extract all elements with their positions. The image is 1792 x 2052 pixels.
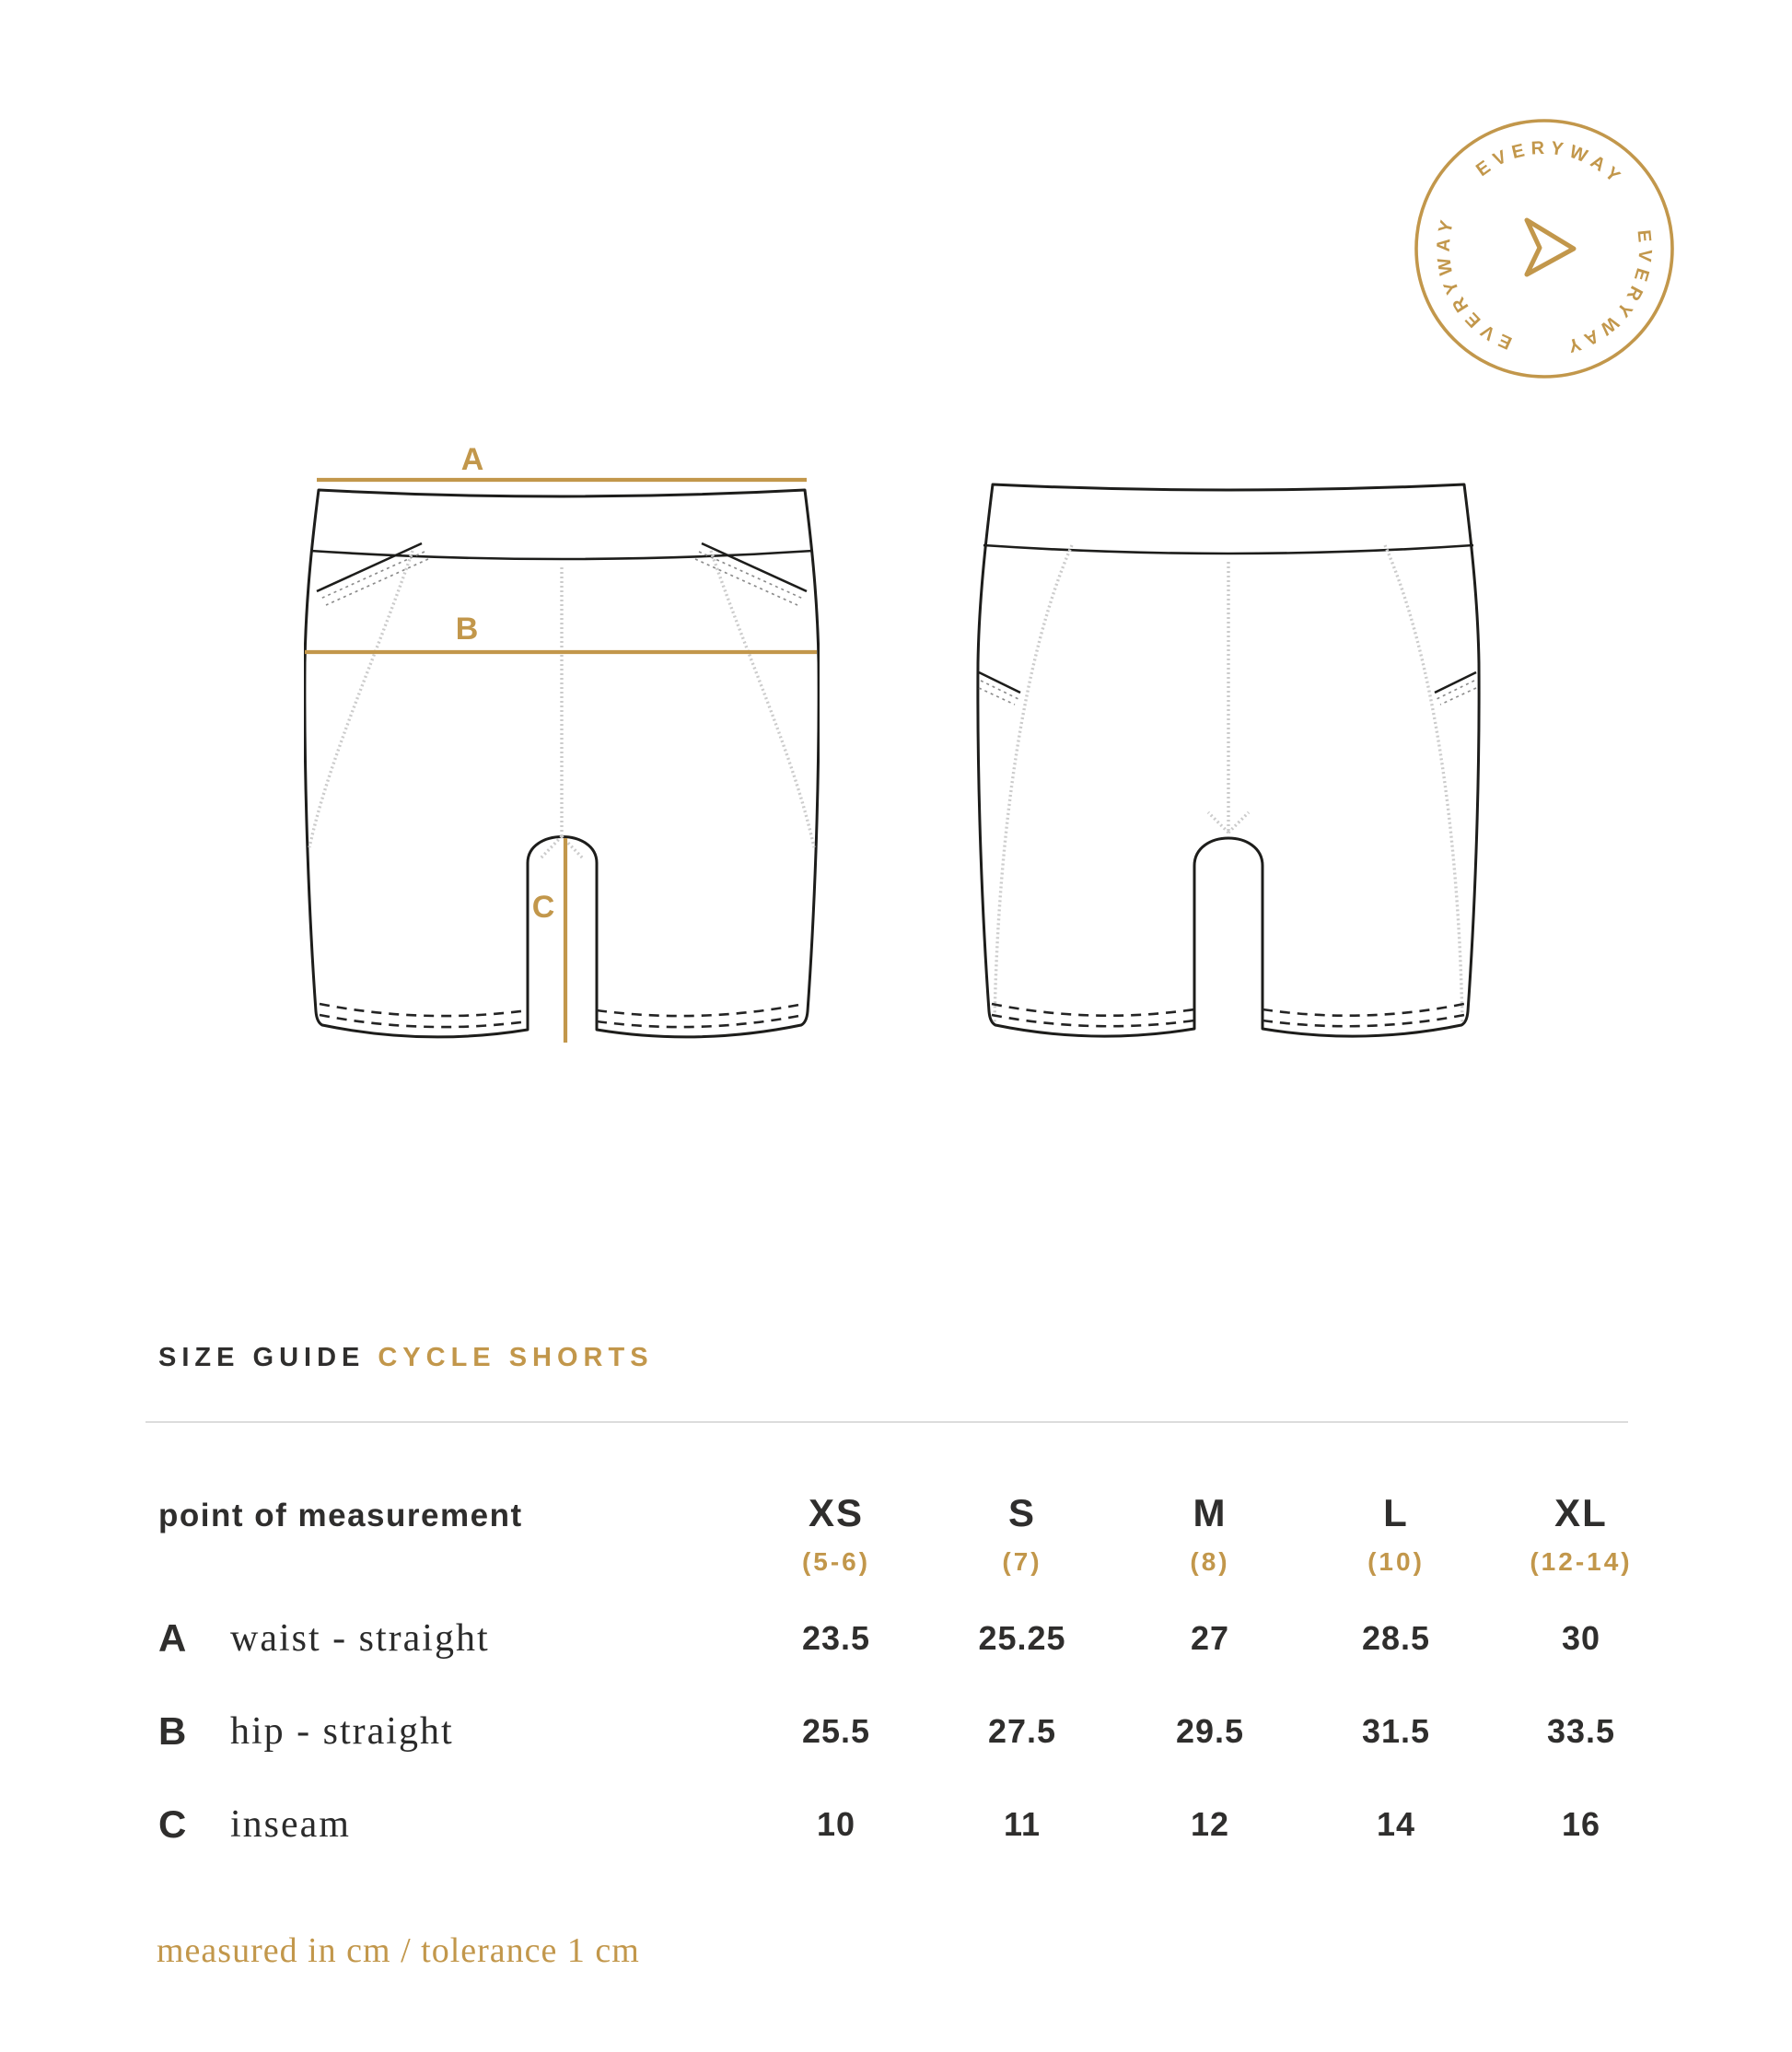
back-crotch-stitch: [1206, 810, 1251, 834]
row-label: waist - straight: [230, 1617, 490, 1660]
back-right-princess-seam: [1383, 544, 1464, 1023]
footer-note: measured in cm / tolerance 1 cm: [157, 1931, 640, 1970]
back-right-pocket-stitch: [1436, 680, 1477, 705]
size-label: S: [1007, 1491, 1036, 1534]
page-title-product: CYCLE SHORTS: [378, 1343, 654, 1372]
brand-badge: EVERYWAY EVERYWAY EVERYWAY: [1412, 116, 1677, 379]
cell-waist-xl: 30: [1561, 1619, 1601, 1657]
front-right-pocket-line: [701, 542, 808, 593]
size-range: (7): [1002, 1547, 1042, 1576]
cell-waist-xs: 23.5: [801, 1619, 871, 1657]
cell-hip-s: 27.5: [987, 1712, 1057, 1750]
cell-inseam-xs: 10: [816, 1805, 856, 1843]
row-label: inseam: [230, 1803, 351, 1846]
measure-label-a: A: [461, 442, 484, 477]
row-key: A: [158, 1616, 187, 1660]
front-right-side-seam: [709, 550, 816, 848]
table-row-hip: B hip - straight: [158, 1708, 454, 1755]
back-left-pocket-stitch: [978, 680, 1019, 705]
back-left-pocket-line: [978, 670, 1021, 694]
cell-inseam-s: 11: [1003, 1805, 1041, 1843]
cell-hip-xl: 33.5: [1546, 1712, 1616, 1750]
cell-waist-s: 25.25: [978, 1619, 1066, 1657]
badge-circular-text: EVERYWAY EVERYWAY EVERYWAY: [1412, 116, 1677, 368]
size-label: XS: [808, 1491, 865, 1534]
size-label: M: [1193, 1491, 1228, 1534]
size-column-s: S (7): [939, 1492, 1105, 1577]
front-silhouette: [304, 488, 820, 1039]
row-key: C: [158, 1802, 187, 1846]
cell-waist-l: 28.5: [1361, 1619, 1431, 1657]
size-range: (8): [1190, 1547, 1230, 1576]
size-label: XL: [1554, 1491, 1608, 1534]
size-range: (5-6): [801, 1547, 871, 1576]
size-column-xs: XS (5-6): [753, 1492, 919, 1577]
measure-label-b: B: [456, 612, 479, 647]
row-label: hip - straight: [230, 1710, 454, 1753]
front-left-pocket-line: [316, 542, 423, 593]
back-waistband-seam: [983, 543, 1474, 555]
cell-hip-l: 31.5: [1361, 1712, 1431, 1750]
cell-inseam-xl: 16: [1561, 1805, 1601, 1843]
size-label: L: [1383, 1491, 1409, 1534]
svg-text:EVERYWAY: EVERYWAY: [1412, 205, 1546, 362]
size-range: (10): [1367, 1547, 1425, 1576]
front-waistband-seam: [309, 549, 814, 561]
cell-inseam-l: 14: [1376, 1805, 1416, 1843]
cell-hip-m: 29.5: [1175, 1712, 1245, 1750]
cell-waist-m: 27: [1190, 1619, 1230, 1657]
table-header-label: point of measurement: [158, 1498, 523, 1533]
page-title-size-guide: SIZE GUIDE: [158, 1343, 366, 1372]
back-left-princess-seam: [993, 544, 1074, 1023]
size-column-m: M (8): [1127, 1492, 1293, 1577]
shorts-back-diagram: [976, 483, 1481, 1038]
size-column-xl: XL (12-14): [1498, 1492, 1664, 1577]
divider-rule: [145, 1421, 1628, 1423]
badge-ring: [1414, 119, 1674, 379]
size-range: (12-14): [1530, 1547, 1633, 1576]
svg-text:EVERYWAY: EVERYWAY: [1532, 220, 1677, 368]
arrow-right-icon: [1524, 217, 1577, 277]
page-title: SIZE GUIDE CYCLE SHORTS: [158, 1343, 654, 1373]
cell-hip-xs: 25.5: [801, 1712, 871, 1750]
measure-label-c: C: [532, 890, 555, 925]
shorts-front-diagram: A B C: [304, 442, 820, 1043]
row-key: B: [158, 1709, 187, 1753]
cell-inseam-m: 12: [1190, 1805, 1230, 1843]
table-row-waist: A waist - straight: [158, 1615, 490, 1662]
size-column-l: L (10): [1313, 1492, 1479, 1577]
table-row-inseam: C inseam: [158, 1801, 351, 1848]
back-right-pocket-line: [1434, 670, 1477, 694]
front-left-side-seam: [308, 550, 414, 848]
